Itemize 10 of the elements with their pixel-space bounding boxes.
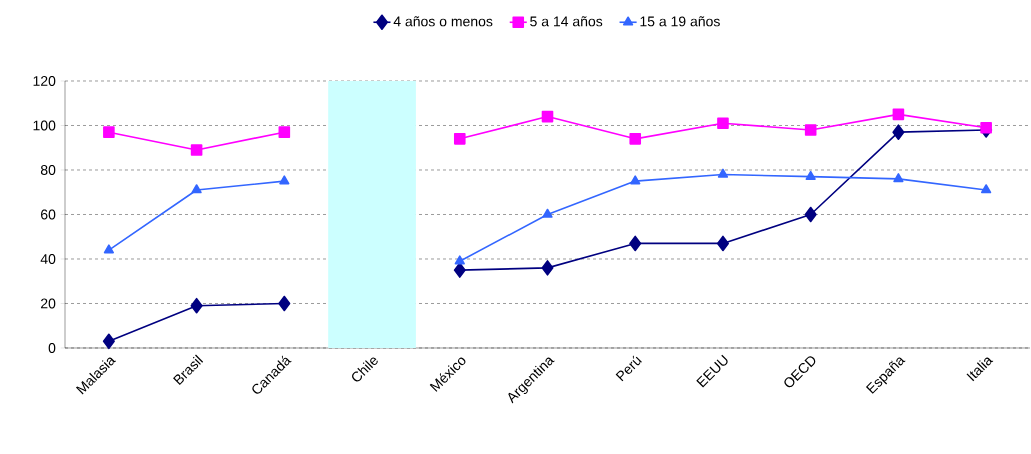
legend-label: 5 a 14 años — [530, 16, 603, 27]
y-tick-label: 80 — [40, 165, 56, 175]
y-tick-label: 120 — [33, 76, 56, 86]
legend-label: 4 años o menos — [393, 16, 493, 27]
y-tick-label: 60 — [41, 209, 56, 220]
legend-label: 15 a 19 años — [640, 16, 720, 27]
y-tick-label: 100 — [33, 120, 56, 131]
y-tick-label: 0 — [48, 343, 56, 353]
y-tick-label: 40 — [40, 254, 56, 264]
y-tick-label: 20 — [41, 298, 56, 309]
